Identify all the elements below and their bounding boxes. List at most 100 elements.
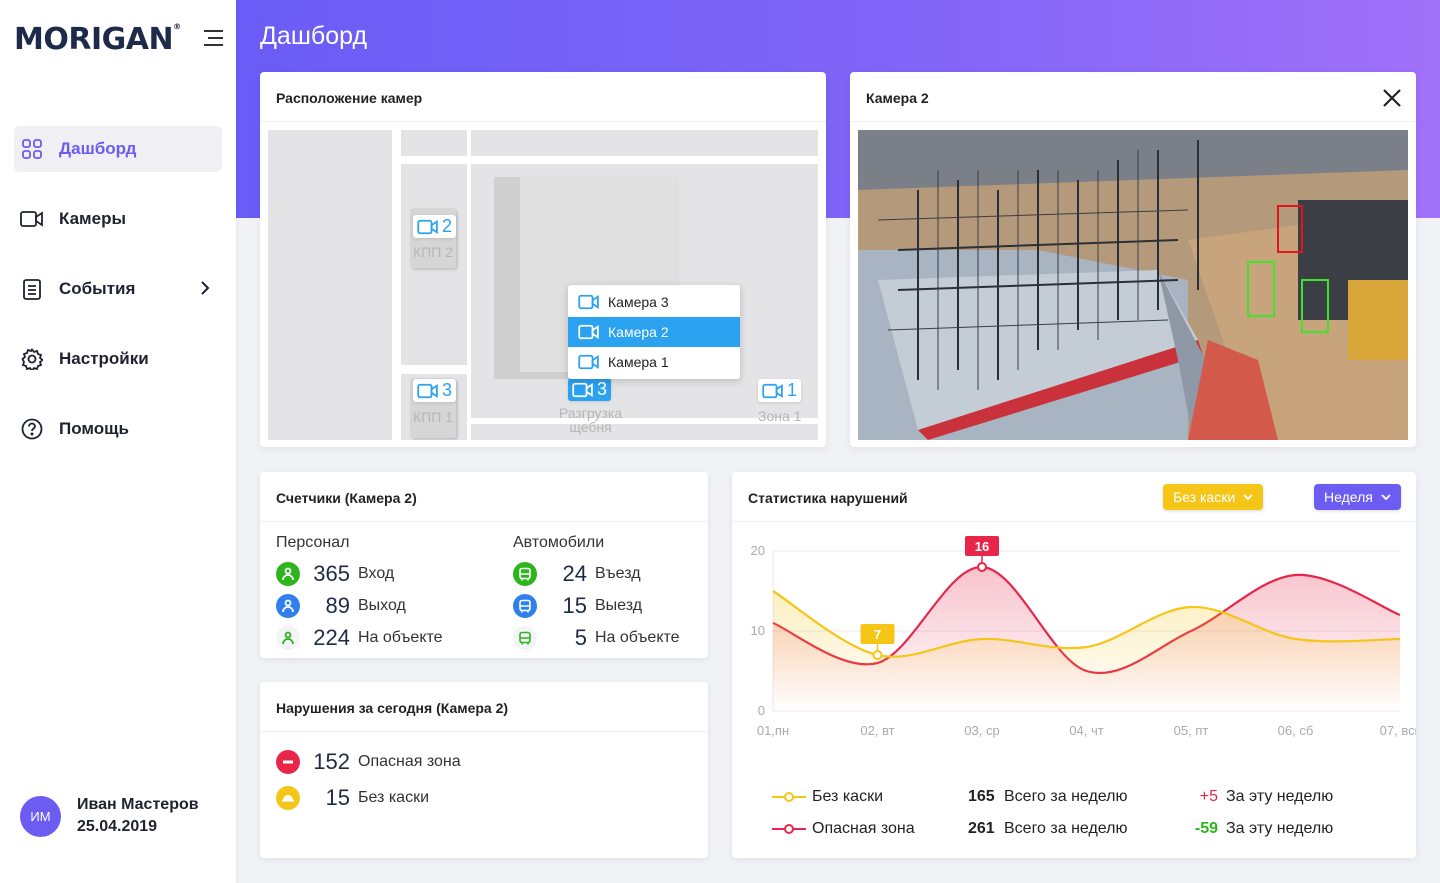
map-camera-marker[interactable]: 2 [413, 215, 457, 238]
gear-icon [20, 347, 44, 371]
dropdown-item-camera-selected[interactable]: Камера 2 [568, 317, 740, 347]
sidebar-nav: Дашборд Камеры События Настройки Помощь [14, 126, 222, 476]
counter-value: 89 [325, 593, 350, 618]
period-dropdown[interactable]: Неделя [1314, 484, 1401, 510]
sidebar-item-events[interactable]: События [14, 266, 222, 312]
bus-in-icon [513, 562, 537, 586]
annotation-badge [860, 624, 895, 644]
map-camera-marker[interactable]: 1 [758, 379, 802, 402]
video-camera-icon [417, 383, 438, 398]
x-tick-label: 07, вск [1380, 723, 1416, 738]
helmet-icon [276, 786, 300, 810]
close-icon[interactable] [1382, 88, 1402, 108]
legend-delta: +5 [1199, 788, 1218, 805]
legend-total-label: Всего за неделю [1004, 820, 1128, 837]
legend-delta-label: За эту неделю [1226, 820, 1334, 837]
counter-value: 24 [562, 561, 587, 586]
menu-toggle-icon[interactable] [204, 30, 223, 51]
video-camera-icon [20, 207, 44, 231]
counter-value: 224 [313, 625, 350, 650]
chevron-down-icon [1243, 494, 1253, 500]
y-tick-label: 0 [758, 703, 765, 718]
vehicle-counters: Автомобили 24 Въезд 15 Выезд 5 На объект… [513, 534, 680, 654]
personnel-counters: Персонал 365 Вход 89 Выход 224 На объект… [276, 534, 443, 654]
camera-select-dropdown: Камера 3 Камера 2 Камера 1 [568, 285, 740, 379]
counter-label: На объекте [595, 629, 680, 646]
violation-label: Без каски [358, 789, 430, 806]
dropdown-item-camera[interactable]: Камера 1 [568, 347, 740, 377]
card-title: Расположение камер [276, 90, 423, 106]
violations-list: 152 Опасная зона 15 Без каски [276, 744, 461, 816]
legend-total: 261 [968, 820, 995, 837]
user-profile[interactable]: ИМ Иван Мастеров 25.04.2019 [20, 794, 199, 838]
counter-row: 224 На объекте [276, 622, 443, 654]
sidebar-item-cameras[interactable]: Камеры [14, 196, 222, 242]
violation-row: 152 Опасная зона [276, 744, 461, 780]
x-tick-label: 06, сб [1278, 723, 1314, 738]
person-onsite-icon [276, 626, 300, 650]
page-title: Дашборд [260, 22, 368, 50]
sidebar-item-label: Помощь [59, 419, 129, 438]
bus-onsite-icon [513, 626, 537, 650]
camera-video-frame[interactable] [858, 130, 1408, 440]
x-tick-label: 02, вт [860, 723, 894, 738]
legend-line-icon [772, 792, 806, 802]
counter-label: Вход [358, 565, 395, 582]
y-tick-label: 20 [751, 543, 765, 558]
sidebar-item-label: Настройки [59, 349, 149, 368]
map-camera-marker[interactable]: 3 [413, 379, 457, 402]
x-tick-label: 05, пт [1174, 723, 1209, 738]
card-title: Камера 2 [866, 90, 929, 106]
x-tick-label: 01,пн [757, 723, 789, 738]
no-entry-icon [276, 750, 300, 774]
counters-card: Счетчики (Камера 2) Персонал 365 Вход 89… [260, 472, 708, 658]
video-camera-icon [578, 324, 599, 340]
sidebar-item-help[interactable]: Помощь [14, 406, 222, 452]
video-camera-icon [578, 354, 599, 370]
dropdown-item-camera[interactable]: Камера 3 [568, 287, 740, 317]
violations-line-chart: 0 10 20 01,пн 02, вт 03, ср 04, чт 05, пт 06, сб… [751, 536, 1416, 738]
legend-total-label: Всего за неделю [1004, 788, 1128, 805]
counter-row: 24 Въезд [513, 558, 680, 590]
sidebar-item-label: Дашборд [59, 139, 137, 158]
person-out-icon [276, 594, 300, 618]
logo[interactable]: MORIGAN® [14, 22, 181, 57]
map-label-unload: Разгрузка щебня [558, 405, 623, 435]
video-camera-icon [417, 219, 438, 234]
legend-line-icon [772, 824, 806, 834]
legend-row: Без каски 165 Всего за неделю +5 За эту … [772, 786, 1333, 808]
bus-out-icon [513, 594, 537, 618]
camera-feed-card: Камера 2 [850, 72, 1416, 447]
violation-value: 152 [313, 749, 350, 774]
counter-value: 5 [574, 625, 587, 650]
card-title: Статистика нарушений [748, 490, 908, 506]
violation-row: 15 Без каски [276, 780, 461, 816]
counter-value: 15 [562, 593, 587, 618]
map-camera-marker-selected[interactable]: 3 [568, 378, 612, 401]
user-date: 25.04.2019 [77, 818, 158, 835]
legend-delta-label: За эту неделю [1226, 788, 1334, 805]
sidebar-item-dashboard[interactable]: Дашборд [14, 126, 222, 172]
help-circle-icon [20, 417, 44, 441]
counter-row: 5 На объекте [513, 622, 680, 654]
avatar: ИМ [20, 795, 61, 837]
map-label-kpp1: КПП 1 [413, 409, 453, 425]
violation-type-dropdown[interactable]: Без каски [1163, 484, 1264, 510]
counter-value: 365 [313, 561, 350, 586]
annotation-label: 7 [874, 627, 881, 642]
sidebar-item-settings[interactable]: Настройки [14, 336, 222, 382]
video-camera-icon [762, 383, 783, 398]
counter-row: 365 Вход [276, 558, 443, 590]
sidebar-item-label: События [59, 279, 136, 298]
map-label-kpp2: КПП 2 [413, 244, 453, 260]
grid-icon [20, 137, 44, 161]
legend-delta: -59 [1194, 820, 1218, 837]
violations-today-card: Нарушения за сегодня (Камера 2) 152 Опас… [260, 682, 708, 858]
card-title: Счетчики (Камера 2) [276, 490, 417, 506]
person-in-icon [276, 562, 300, 586]
video-camera-icon [578, 294, 599, 310]
chevron-right-icon[interactable] [200, 280, 210, 301]
personnel-heading: Персонал [276, 534, 350, 551]
x-tick-label: 04, чт [1069, 723, 1103, 738]
